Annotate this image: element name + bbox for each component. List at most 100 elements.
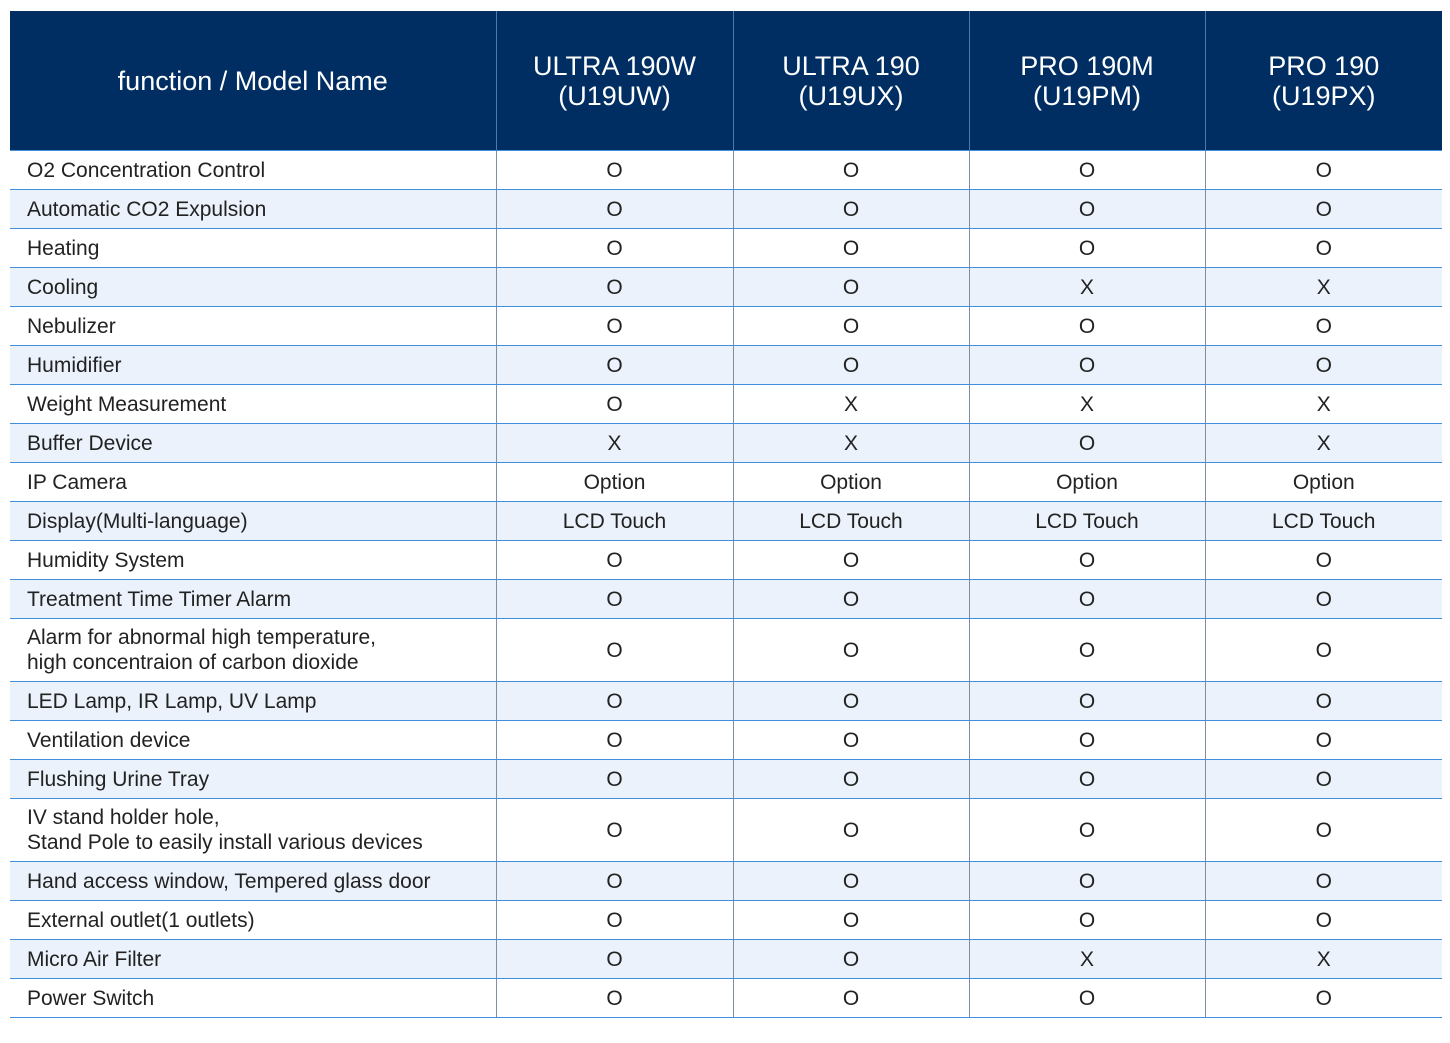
function-cell: Power Switch [10, 978, 497, 1018]
value-cell: LCD Touch [969, 501, 1206, 541]
table-row: Flushing Urine Tray O O O O [10, 759, 1442, 799]
value-cell: Option [733, 462, 970, 502]
value-cell: O [969, 720, 1206, 760]
value-cell: O [1205, 189, 1442, 229]
table-row: Nebulizer O O O O [10, 306, 1442, 346]
function-cell: Humidifier [10, 345, 497, 385]
function-cell: Treatment Time Timer Alarm [10, 579, 497, 619]
table-row: Power Switch O O O O [10, 978, 1442, 1018]
function-line: Stand Pole to easily install various dev… [27, 831, 423, 854]
value-cell: O [496, 306, 734, 346]
value-cell: O [733, 618, 970, 682]
table-row: Display(Multi-language) LCD Touch LCD Touc… [10, 501, 1442, 541]
value-cell: O [496, 267, 734, 307]
value-cell: O [733, 681, 970, 721]
value-cell: O [733, 900, 970, 940]
function-cell: Micro Air Filter [10, 939, 497, 979]
function-cell: Heating [10, 228, 497, 268]
model-code: (U19PM) [1032, 80, 1141, 111]
value-cell: O [496, 228, 734, 268]
function-cell: Humidity System [10, 540, 497, 580]
value-cell: O [733, 861, 970, 901]
value-cell: O [1205, 228, 1442, 268]
model-code: (U19UW) [558, 80, 671, 111]
value-cell: O [969, 540, 1206, 580]
value-cell: O [1205, 579, 1442, 619]
value-cell: X [733, 423, 970, 463]
function-line: high concentraion of carbon dioxide [27, 651, 359, 674]
table-row: External outlet(1 outlets) O O O O [10, 900, 1442, 940]
value-cell: O [733, 306, 970, 346]
table-row: IP Camera Option Option Option Option [10, 462, 1442, 502]
value-cell: X [496, 423, 734, 463]
value-cell: LCD Touch [496, 501, 734, 541]
value-cell: O [733, 798, 970, 862]
value-cell: O [733, 267, 970, 307]
table-row: Treatment Time Timer Alarm O O O O [10, 579, 1442, 619]
function-cell: Hand access window, Tempered glass door [10, 861, 497, 901]
value-cell: O [969, 861, 1206, 901]
value-cell: O [496, 798, 734, 862]
model-name: ULTRA 190W [532, 50, 697, 81]
value-cell: O [496, 384, 734, 424]
value-cell: O [496, 345, 734, 385]
table-row: IV stand holder hole, Stand Pole to easil… [10, 798, 1442, 862]
function-cell: Ventilation device [10, 720, 497, 760]
function-cell: Alarm for abnormal high temperature, high… [10, 618, 497, 682]
value-cell: O [733, 579, 970, 619]
value-cell: O [969, 306, 1206, 346]
value-cell: O [733, 759, 970, 799]
value-cell: O [1205, 978, 1442, 1018]
table-row: Hand access window, Tempered glass door O… [10, 861, 1442, 901]
value-cell: O [733, 939, 970, 979]
function-cell: O2 Concentration Control [10, 150, 497, 190]
value-cell: O [496, 189, 734, 229]
table-row: Buffer Device X X O X [10, 423, 1442, 463]
value-cell: O [1205, 759, 1442, 799]
value-cell: X [1205, 267, 1442, 307]
value-cell: O [496, 618, 734, 682]
model-comparison-table: function / Model Name ULTRA 190W (U19UW)… [10, 11, 1442, 1018]
function-line: IV stand holder hole, [27, 806, 220, 829]
value-cell: O [1205, 798, 1442, 862]
table-row: Humidity System O O O O [10, 540, 1442, 580]
function-cell: Display(Multi-language) [10, 501, 497, 541]
value-cell: O [496, 720, 734, 760]
value-cell: O [1205, 861, 1442, 901]
value-cell: O [969, 978, 1206, 1018]
function-line: Alarm for abnormal high temperature, [27, 626, 376, 649]
value-cell: LCD Touch [1205, 501, 1442, 541]
function-cell: IP Camera [10, 462, 497, 502]
value-cell: Option [969, 462, 1206, 502]
model-name: ULTRA 190 [782, 50, 920, 81]
value-cell: O [969, 189, 1206, 229]
value-cell: O [496, 861, 734, 901]
value-cell: X [969, 267, 1206, 307]
function-header: function / Model Name [10, 11, 497, 151]
value-cell: O [496, 540, 734, 580]
model-name: PRO 190 [1268, 50, 1380, 81]
table-row: Humidifier O O O O [10, 345, 1442, 385]
value-cell: O [733, 228, 970, 268]
value-cell: O [1205, 720, 1442, 760]
comparison-table-container: function / Model Name ULTRA 190W (U19UW)… [10, 11, 1442, 1018]
value-cell: O [969, 681, 1206, 721]
value-cell: O [1205, 618, 1442, 682]
value-cell: X [733, 384, 970, 424]
value-cell: Option [496, 462, 734, 502]
value-cell: O [496, 978, 734, 1018]
function-cell: External outlet(1 outlets) [10, 900, 497, 940]
table-row: LED Lamp, IR Lamp, UV Lamp O O O O [10, 681, 1442, 721]
model-code: (U19PX) [1271, 80, 1376, 111]
value-cell: O [969, 423, 1206, 463]
value-cell: O [496, 900, 734, 940]
function-cell: Buffer Device [10, 423, 497, 463]
value-cell: X [1205, 423, 1442, 463]
value-cell: O [969, 150, 1206, 190]
value-cell: O [1205, 150, 1442, 190]
model-header: PRO 190M (U19PM) [969, 11, 1206, 151]
table-body: O2 Concentration Control O O O O Automatic CO… [10, 150, 1442, 1018]
table-row: Alarm for abnormal high temperature, high… [10, 618, 1442, 682]
table-row: O2 Concentration Control O O O O [10, 150, 1442, 190]
function-cell: Cooling [10, 267, 497, 307]
